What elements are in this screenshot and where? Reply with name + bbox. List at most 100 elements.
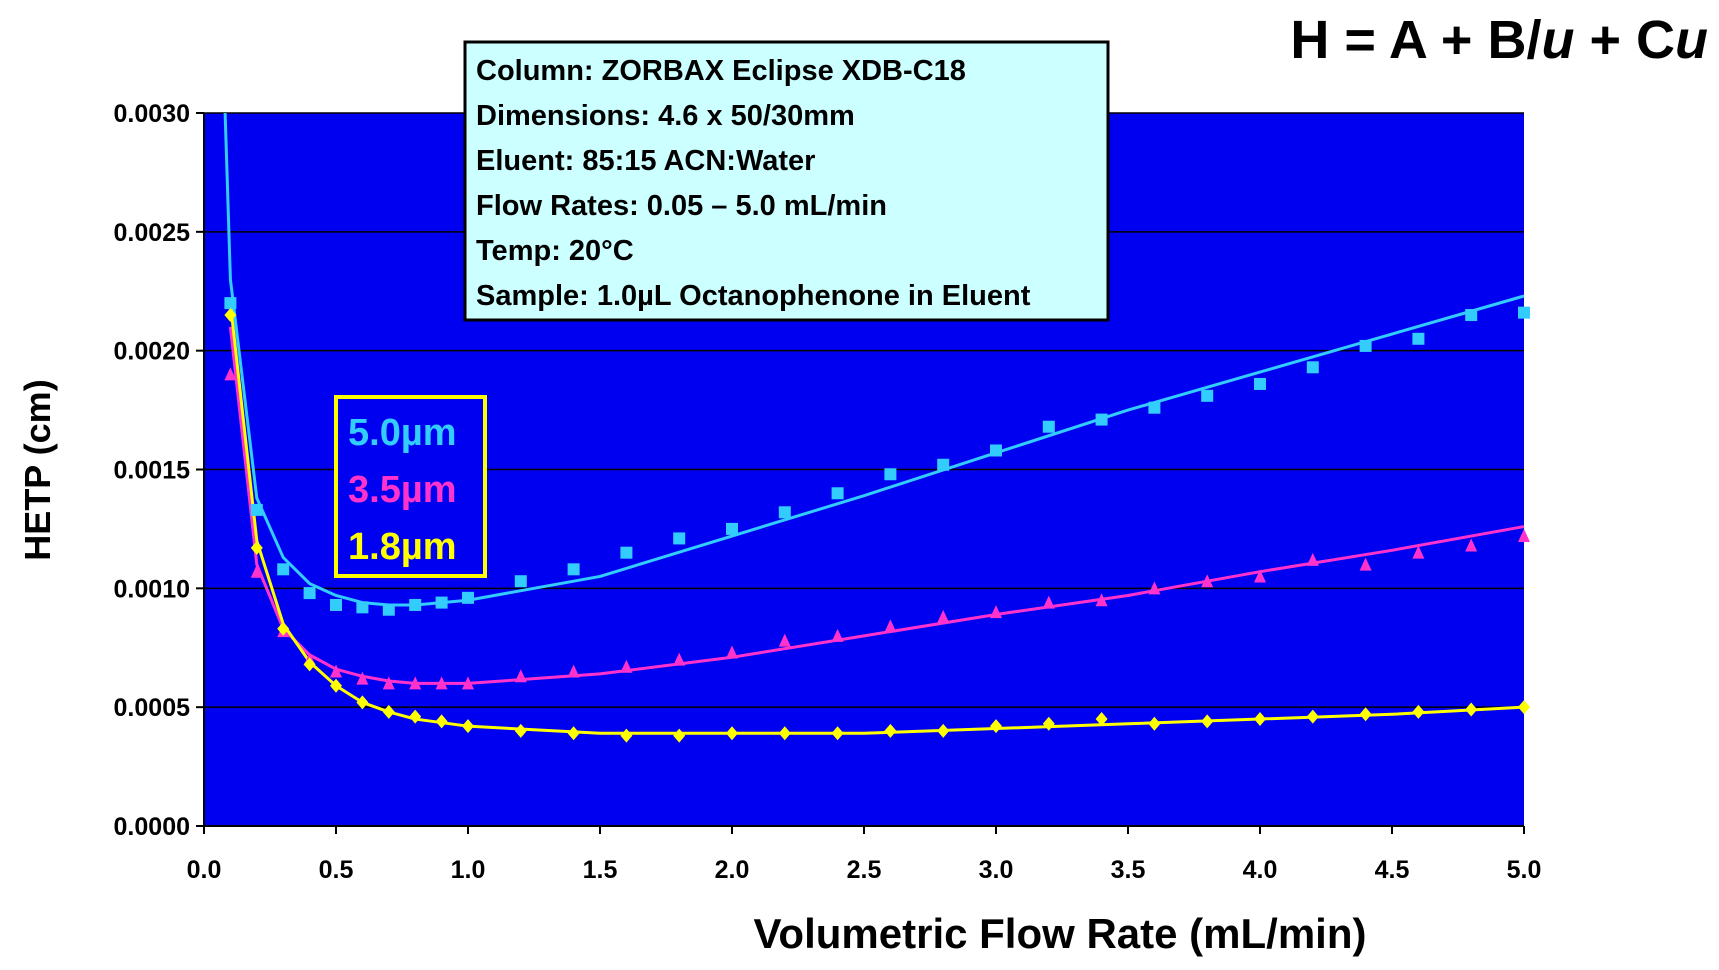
info-line: Column: ZORBAX Eclipse XDB-C18: [476, 55, 966, 87]
point: [330, 678, 342, 693]
x-tick-label: 2.0: [715, 856, 750, 884]
point: [937, 609, 950, 623]
y-tick-label: 0.0020: [114, 338, 190, 366]
point: [778, 633, 791, 647]
info-line: Dimensions: 4.6 x 50/30mm: [476, 100, 855, 132]
point: [673, 728, 686, 743]
point: [356, 695, 369, 710]
point: [356, 671, 369, 685]
point: [409, 598, 422, 611]
point: [1306, 709, 1319, 724]
x-tick-label: 4.5: [1375, 856, 1410, 884]
x-tick-label: 1.5: [583, 856, 618, 884]
point: [250, 564, 263, 578]
point: [726, 726, 738, 741]
point: [1148, 401, 1161, 414]
legend-entry: 5.0µm: [348, 412, 457, 454]
point: [778, 726, 791, 741]
point: [884, 723, 897, 738]
point: [462, 719, 474, 734]
point: [514, 669, 527, 683]
point: [514, 723, 527, 738]
point: [1518, 529, 1530, 543]
info-line: Flow Rates: 0.05 – 5.0 mL/min: [476, 190, 887, 222]
point: [409, 676, 422, 690]
point: [1518, 306, 1530, 319]
point: [1518, 700, 1530, 715]
equation: H = A + B/u + Cu: [1290, 10, 1708, 70]
point: [567, 563, 580, 576]
equation-part: H = A + B/: [1290, 10, 1541, 70]
point: [884, 619, 897, 633]
point: [1042, 420, 1055, 433]
point: [514, 575, 527, 588]
point: [990, 605, 1002, 619]
x-axis-title: Volumetric Flow Rate (mL/min): [754, 910, 1367, 957]
point: [1306, 361, 1319, 374]
legend-box: [334, 395, 487, 578]
x-tick-label: 4.0: [1243, 856, 1278, 884]
point: [1095, 593, 1108, 607]
y-tick-label: 0.0010: [114, 575, 190, 603]
point: [435, 596, 448, 609]
x-tick-label: 3.0: [979, 856, 1014, 884]
point: [1254, 377, 1266, 390]
point: [1148, 716, 1161, 731]
y-tick-label: 0.0005: [114, 694, 191, 722]
point: [1412, 704, 1425, 719]
point: [303, 657, 316, 672]
point: [620, 728, 633, 743]
point: [1201, 389, 1214, 402]
equation-part: u: [1541, 10, 1574, 70]
point: [884, 468, 897, 481]
x-tick-label: 1.0: [451, 856, 486, 884]
point: [726, 645, 738, 659]
point: [567, 726, 580, 741]
point: [462, 591, 474, 604]
equation-part: u: [1675, 10, 1708, 70]
point: [620, 546, 633, 559]
x-tick-label: 0.0: [187, 856, 222, 884]
point: [435, 714, 448, 729]
point: [409, 709, 422, 724]
point: [567, 664, 580, 678]
equation-part: + C: [1574, 10, 1675, 70]
point: [303, 587, 316, 600]
point: [937, 723, 950, 738]
point: [1465, 309, 1478, 322]
info-box: [463, 40, 1110, 322]
point: [277, 621, 290, 636]
point: [1359, 707, 1372, 722]
point: [673, 652, 686, 666]
y-tick-label: 0.0025: [114, 219, 191, 247]
point: [1306, 552, 1319, 566]
point: [1412, 332, 1425, 345]
point: [1359, 339, 1372, 352]
point: [1148, 581, 1161, 595]
point: [435, 676, 448, 690]
point: [726, 522, 738, 535]
legend-entry: 1.8µm: [348, 526, 457, 568]
point: [462, 676, 474, 690]
point: [1465, 538, 1478, 552]
x-tick-label: 3.5: [1111, 856, 1146, 884]
info-line: Sample: 1.0µL Octanophenone in Eluent: [476, 280, 1031, 312]
point: [1201, 574, 1214, 588]
point: [778, 506, 791, 519]
point: [1042, 716, 1055, 731]
point: [1254, 712, 1266, 727]
y-tick-label: 0.0015: [114, 457, 191, 485]
x-tick-label: 5.0: [1507, 856, 1542, 884]
point: [990, 719, 1002, 734]
point: [1095, 413, 1108, 426]
info-line: Temp: 20°C: [476, 235, 634, 267]
point: [277, 563, 290, 576]
point: [1465, 702, 1478, 717]
point: [673, 532, 686, 545]
point: [937, 458, 950, 471]
point: [990, 444, 1002, 457]
y-tick-label: 0.0030: [114, 100, 190, 128]
point: [1254, 569, 1266, 583]
point: [250, 503, 263, 516]
